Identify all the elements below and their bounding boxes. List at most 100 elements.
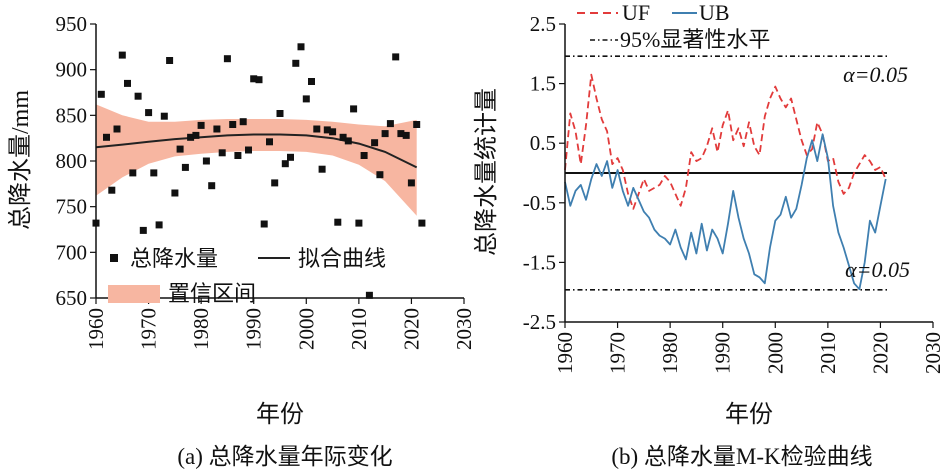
- panel-b-caption: (b) 总降水量M-K检验曲线: [611, 444, 872, 469]
- precip-point: [350, 105, 358, 113]
- panel-b-x-tick-label: 2000: [763, 332, 787, 374]
- precip-point: [339, 133, 347, 141]
- precip-point: [313, 125, 321, 133]
- precip-point: [329, 128, 337, 136]
- precip-point: [197, 121, 205, 129]
- precip-point: [181, 163, 189, 171]
- precip-point: [129, 169, 137, 177]
- precip-point: [160, 112, 168, 120]
- panel-a-y-tick-label: 750: [56, 195, 88, 219]
- panel-a-y-tick-label: 650: [56, 286, 88, 310]
- precip-point: [355, 219, 363, 227]
- series-uf-line: [564, 73, 887, 210]
- precip-point: [239, 118, 247, 126]
- precip-point: [108, 186, 116, 194]
- precip-point: [392, 53, 400, 61]
- precip-point: [302, 95, 310, 103]
- panel-a-x-tick-label: 2010: [347, 308, 371, 350]
- legend-uf-label: UF: [622, 0, 650, 25]
- panel-b-series-layer: [564, 73, 887, 291]
- precip-point: [134, 92, 142, 100]
- panel-a-legend: 总降水量 拟合曲线 置信区间: [108, 246, 386, 306]
- precip-point: [308, 78, 315, 85]
- panel-b-axes: 1960 1970 1980 1990 2000 2010 2020 2030 -2.5 -1.5…: [523, 12, 945, 374]
- panel-b-legend: UF UB 95%显著性水平: [577, 0, 770, 52]
- precip-point: [103, 133, 110, 141]
- precip-point: [292, 59, 300, 67]
- panel-a-y-tick-label: 700: [56, 240, 88, 264]
- panel-b-ylabel: 总降水量统计量: [473, 88, 500, 256]
- precip-point: [229, 121, 237, 128]
- precip-point: [360, 152, 368, 159]
- panel-a-y-tick-label: 900: [56, 58, 88, 82]
- precip-point: [255, 76, 263, 84]
- precip-point: [281, 160, 289, 168]
- panel-a-caption: (a) 总降水量年际变化: [177, 444, 392, 469]
- legend-band-swatch: [108, 285, 160, 303]
- panel-b-y-tick-label: 1.5: [530, 72, 556, 96]
- panel-a-fit-line-layer: [95, 133, 418, 169]
- panel-a-x-tick-label: 2020: [399, 308, 423, 350]
- precip-point: [118, 51, 126, 59]
- precip-point: [381, 130, 389, 138]
- panel-a-y-tick-label: 800: [56, 149, 88, 173]
- panel-b-mk-test: 1960 1970 1980 1990 2000 2010 2020 2030 -2.5 -1.5…: [473, 0, 945, 469]
- precip-point: [176, 145, 184, 153]
- precip-point: [213, 125, 221, 133]
- precip-point: [318, 165, 326, 173]
- panel-a-x-tick-label: 1990: [242, 308, 266, 350]
- precip-point: [407, 179, 415, 187]
- panel-b-x-tick-label: 1960: [553, 332, 577, 374]
- precip-point: [187, 133, 195, 141]
- precip-point: [145, 109, 153, 117]
- precip-point: [171, 189, 179, 197]
- panel-a-x-tick-label: 2000: [294, 308, 318, 350]
- precip-point: [386, 120, 394, 128]
- panel-b-y-tick-label: -0.5: [523, 191, 556, 215]
- precip-point: [124, 79, 131, 87]
- panel-a-x-tick-label: 2030: [452, 308, 476, 350]
- legend-ub-label: UB: [699, 0, 730, 25]
- precip-point: [223, 55, 231, 63]
- precip-point: [271, 179, 279, 187]
- precip-point: [323, 126, 331, 134]
- significance-upper-label: α=0.05: [843, 62, 908, 87]
- panel-a-precipitation: 1960 1970 1980 1990 2000 2010 2020 2030 650 700 75…: [7, 12, 476, 469]
- precip-point: [266, 138, 273, 146]
- panel-b-x-tick-label: 2030: [921, 332, 945, 374]
- precip-point: [376, 171, 384, 179]
- legend-fit-label: 拟合曲线: [298, 246, 386, 271]
- precip-point: [297, 43, 305, 51]
- panel-b-x-tick-label: 1970: [606, 332, 630, 374]
- precip-point: [402, 131, 410, 139]
- panel-b-x-tick-label: 2010: [816, 332, 840, 374]
- precip-point: [192, 131, 200, 139]
- precip-point: [334, 218, 342, 226]
- legend-sig-label: 95%显著性水平: [620, 27, 770, 52]
- panel-a-xlabel: 年份: [256, 401, 304, 428]
- panel-a-x-tick-label: 1980: [189, 308, 213, 350]
- panel-b-y-tick-label: -2.5: [523, 310, 556, 334]
- precip-point: [208, 182, 216, 190]
- precip-point: [166, 57, 174, 64]
- precip-point: [218, 149, 226, 157]
- precip-point: [413, 121, 421, 128]
- precip-point: [202, 157, 210, 165]
- precip-point: [150, 169, 158, 177]
- precip-point: [371, 139, 379, 147]
- panel-a-ylabel: 总降水量/mm: [7, 90, 34, 230]
- significance-lower-label: α=0.05: [845, 257, 910, 282]
- precip-point: [155, 221, 163, 229]
- panel-b-y-tick-label: 0.5: [530, 131, 556, 155]
- precip-point: [139, 226, 147, 234]
- panel-a-confidence-band-layer: [96, 104, 417, 216]
- precip-point: [276, 110, 284, 117]
- precip-point: [250, 75, 258, 83]
- panel-b-x-tick-label: 2020: [868, 332, 892, 374]
- panel-a-y-tick-label: 950: [56, 12, 88, 36]
- panel-a-x-tick-label: 1960: [84, 308, 108, 350]
- precip-point: [113, 125, 121, 133]
- precip-point: [245, 146, 252, 154]
- panel-b-y-tick-label: 2.5: [530, 12, 556, 36]
- confidence-band: [96, 104, 417, 216]
